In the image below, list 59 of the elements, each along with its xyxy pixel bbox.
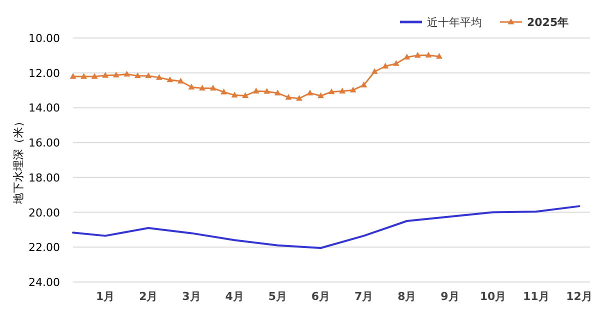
point	[264, 88, 270, 94]
point	[70, 73, 76, 79]
x-tick-label: 3月	[182, 290, 201, 303]
point	[285, 94, 292, 100]
point	[199, 84, 206, 90]
point	[156, 74, 162, 80]
point	[404, 54, 410, 60]
point	[80, 73, 87, 79]
x-tick-label: 7月	[354, 290, 374, 303]
point	[274, 90, 281, 96]
point	[392, 60, 400, 66]
y-tick-label: 18.00	[28, 171, 60, 184]
x-tick-label: 6月	[311, 290, 330, 303]
point	[134, 72, 141, 78]
legend-label: 近十年平均	[427, 16, 482, 29]
x-tick-label: 9月	[440, 290, 460, 303]
y-tick-label: 20.00	[28, 206, 60, 220]
y-tick-label: 14.00	[28, 102, 60, 115]
y-tick-label: 16.00	[28, 136, 60, 150]
point	[178, 78, 184, 84]
point	[124, 70, 130, 77]
point	[242, 92, 249, 98]
y-axis-title: 地下水埋深（米）	[12, 116, 25, 205]
x-tick-label: 1月	[96, 290, 115, 303]
point	[382, 62, 389, 69]
x-tick-label: 8月	[398, 290, 416, 303]
point	[145, 72, 152, 78]
point	[91, 73, 98, 79]
x-tick-label: 5月	[268, 290, 287, 303]
point	[360, 82, 368, 88]
point	[306, 90, 314, 96]
line-series	[72, 205, 580, 250]
point	[231, 92, 238, 98]
point	[425, 52, 432, 58]
point	[166, 76, 174, 82]
x-tick-label: 4月	[225, 290, 244, 303]
point	[318, 92, 324, 98]
x-tick-label: 11月	[522, 290, 550, 303]
point	[296, 94, 302, 101]
x-tick-label: 10月	[480, 290, 506, 303]
y-tick-label: 10.00	[28, 32, 60, 45]
point	[220, 88, 227, 94]
y-tick-label: 22.00	[28, 241, 60, 254]
point	[339, 88, 346, 94]
point	[252, 88, 260, 94]
point	[414, 52, 421, 58]
x-tick-label: 2月	[139, 290, 158, 303]
point	[210, 84, 216, 90]
legend-label: 2025年	[527, 16, 569, 29]
point	[112, 72, 120, 78]
point	[350, 86, 356, 92]
y-tick-label: 12.00	[28, 66, 60, 80]
point	[328, 88, 335, 94]
point	[102, 72, 109, 78]
point	[371, 68, 378, 74]
point	[436, 52, 442, 59]
point	[188, 84, 195, 90]
y-tick-label: 24.00	[28, 276, 60, 289]
x-tick-label: 12月	[566, 290, 592, 303]
